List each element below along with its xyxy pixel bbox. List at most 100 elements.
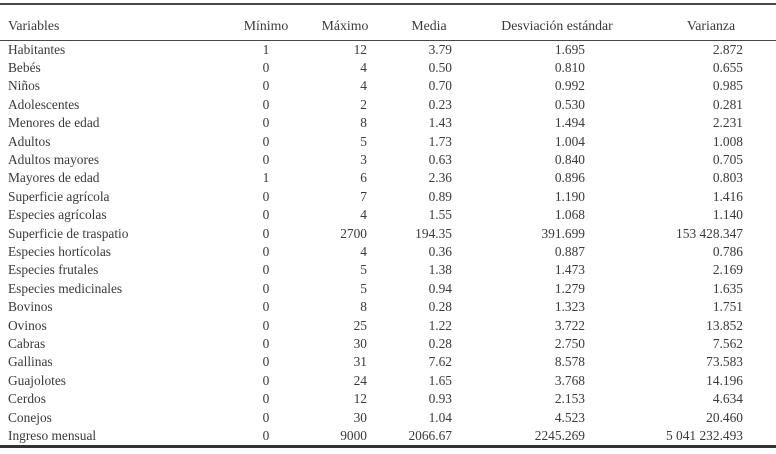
value-cell-media: 0.63 <box>428 151 452 167</box>
value-cell-maximo: 7 <box>360 188 367 204</box>
variable-name-cell: Cerdos <box>8 391 46 407</box>
table-row: Adultos mayores 0 3 0.63 0.840 0.705 <box>0 151 776 169</box>
table-row: Especies frutales 0 5 1.38 1.473 2.169 <box>0 261 776 279</box>
variable-name-cell: Adolescentes <box>8 96 80 112</box>
value-cell-maximo: 3 <box>360 151 367 167</box>
value-cell-desviacion-estandar: 0.530 <box>554 96 585 112</box>
value-cell-maximo: 12 <box>353 391 367 407</box>
value-cell-media: 2066.67 <box>408 428 452 444</box>
variable-name-cell: Niños <box>8 78 40 94</box>
value-cell-maximo: 2 <box>360 96 367 112</box>
value-cell-desviacion-estandar: 391.699 <box>541 225 585 241</box>
value-cell-desviacion-estandar: 0.840 <box>554 151 585 167</box>
value-cell-minimo: 1 <box>262 170 270 186</box>
value-cell-minimo: 0 <box>262 409 270 425</box>
value-cell-media: 1.04 <box>428 409 452 425</box>
value-cell-varianza: 0.655 <box>712 59 743 75</box>
value-cell-desviacion-estandar: 1.190 <box>554 188 585 204</box>
value-cell-minimo: 0 <box>262 207 270 223</box>
value-cell-media: 0.89 <box>428 188 452 204</box>
table-row: Guajolotes 0 24 1.65 3.768 14.196 <box>0 372 776 390</box>
variable-name-cell: Cabras <box>8 336 46 351</box>
header-row: Variables Mínimo Máximo Media Desviación est… <box>0 4 776 40</box>
value-cell-varianza: 153 428.347 <box>676 225 743 241</box>
value-cell-maximo: 30 <box>353 409 367 425</box>
variable-name-cell: Especies hortícolas <box>8 243 111 259</box>
variable-name-cell: Adultos <box>8 133 51 149</box>
table-row: Cerdos 0 12 0.93 2.153 4.634 <box>0 390 776 408</box>
descriptive-statistics-table: Variables Mínimo Máximo Media Desviación est… <box>0 3 776 449</box>
value-cell-varianza: 2.169 <box>712 262 743 278</box>
value-cell-maximo: 30 <box>353 336 367 351</box>
table-row: Especies medicinales 0 5 0.94 1.279 1.635 <box>0 280 776 298</box>
value-cell-varianza: 4.634 <box>712 391 743 407</box>
value-cell-varianza: 2.872 <box>712 41 743 57</box>
value-cell-varianza: 20.460 <box>706 409 743 425</box>
value-cell-varianza: 2.231 <box>712 115 743 131</box>
value-cell-desviacion-estandar: 2245.269 <box>534 428 585 444</box>
value-cell-desviacion-estandar: 1.473 <box>554 262 585 278</box>
table-row: Ovinos 0 25 1.22 3.722 13.852 <box>0 317 776 335</box>
value-cell-desviacion-estandar: 1.279 <box>554 280 585 296</box>
column-header-minimo: Mínimo <box>243 17 289 33</box>
value-cell-media: 1.22 <box>428 317 452 333</box>
value-cell-maximo: 5 <box>360 280 367 296</box>
value-cell-media: 1.73 <box>428 133 452 149</box>
variable-name-cell: Habitantes <box>8 41 66 57</box>
value-cell-maximo: 25 <box>353 317 367 333</box>
variable-name-cell: Especies medicinales <box>8 280 123 296</box>
variable-name-cell: Menores de edad <box>8 115 100 131</box>
column-header-desviacion-estandar: Desviación estándar <box>501 17 613 33</box>
value-cell-minimo: 0 <box>262 59 270 75</box>
value-cell-desviacion-estandar: 1.068 <box>554 207 585 223</box>
value-cell-minimo: 0 <box>262 354 270 370</box>
value-cell-desviacion-estandar: 0.887 <box>554 243 585 259</box>
value-cell-varianza: 0.705 <box>712 151 743 167</box>
value-cell-maximo: 4 <box>360 59 367 75</box>
value-cell-media: 0.23 <box>428 96 452 112</box>
variable-name-cell: Guajolotes <box>8 372 67 388</box>
value-cell-desviacion-estandar: 0.896 <box>554 170 585 186</box>
value-cell-maximo: 12 <box>353 41 367 57</box>
value-cell-media: 3.79 <box>428 41 452 57</box>
table-row: Bovinos 0 8 0.28 1.323 1.751 <box>0 298 776 316</box>
table-row: Niños 0 4 0.70 0.992 0.985 <box>0 77 776 95</box>
value-cell-maximo: 2700 <box>340 225 367 241</box>
value-cell-desviacion-estandar: 1.004 <box>554 133 585 149</box>
value-cell-desviacion-estandar: 0.810 <box>554 59 585 75</box>
value-cell-varianza: 1.008 <box>712 133 743 149</box>
value-cell-maximo: 9000 <box>340 428 367 444</box>
value-cell-media: 194.35 <box>415 225 452 241</box>
value-cell-media: 2.36 <box>428 170 452 186</box>
variable-name-cell: Superficie de traspatio <box>8 225 129 241</box>
value-cell-varianza: 1.416 <box>712 188 743 204</box>
value-cell-media: 0.50 <box>428 59 452 75</box>
variable-name-cell: Especies frutales <box>8 262 99 278</box>
variable-name-cell: Adultos mayores <box>8 151 100 167</box>
table-row: Menores de edad 0 8 1.43 1.494 2.231 <box>0 114 776 132</box>
value-cell-varianza: 0.803 <box>712 170 743 186</box>
value-cell-maximo: 4 <box>360 78 367 94</box>
value-cell-minimo: 0 <box>262 262 270 278</box>
variable-name-cell: Gallinas <box>8 354 53 370</box>
value-cell-minimo: 0 <box>262 151 270 167</box>
value-cell-minimo: 0 <box>262 115 270 131</box>
table-row: Adultos 0 5 1.73 1.004 1.008 <box>0 133 776 151</box>
value-cell-media: 1.55 <box>428 207 452 223</box>
value-cell-varianza: 0.281 <box>712 96 743 112</box>
value-cell-media: 0.36 <box>428 243 452 259</box>
variable-name-cell: Ingreso mensual <box>8 428 97 444</box>
table-row: Adolescentes 0 2 0.23 0.530 0.281 <box>0 96 776 114</box>
table-body: Habitantes 1 12 3.79 1.695 2.872 Bebés 0 4 0.50 0.… <box>0 40 776 447</box>
value-cell-varianza: 14.196 <box>706 372 743 388</box>
value-cell-media: 0.28 <box>428 299 452 315</box>
value-cell-maximo: 31 <box>353 354 367 370</box>
table-row: Especies hortícolas 0 4 0.36 0.887 0.786 <box>0 243 776 261</box>
value-cell-varianza: 7.562 <box>712 336 743 351</box>
column-header-media: Media <box>411 17 447 33</box>
variable-name-cell: Ovinos <box>8 317 47 333</box>
value-cell-media: 0.70 <box>428 78 452 94</box>
value-cell-varianza: 5 041 232.493 <box>666 428 743 444</box>
variable-name-cell: Especies agrícolas <box>8 207 107 223</box>
value-cell-desviacion-estandar: 1.494 <box>554 115 585 131</box>
